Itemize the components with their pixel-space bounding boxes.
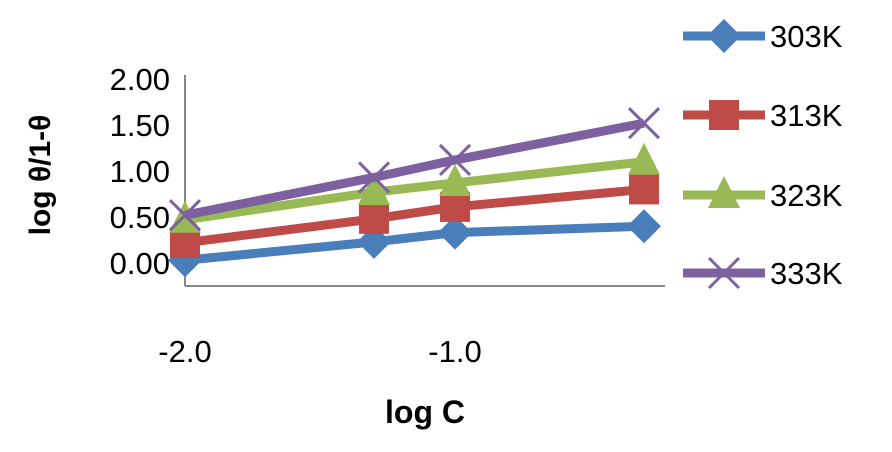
data-point: [439, 163, 471, 196]
data-point: [440, 191, 470, 222]
y-tick-label: 0.50: [110, 200, 170, 235]
y-tick-label: 2.00: [110, 62, 170, 97]
data-point: [627, 209, 661, 244]
series-line: [184, 118, 645, 220]
legend-item: 323K: [683, 176, 843, 213]
series-line: [184, 221, 645, 265]
series-323K: [169, 142, 660, 233]
data-point: [438, 143, 472, 177]
x-axis-label: log C: [385, 394, 465, 430]
series-303K: [168, 209, 661, 278]
legend-marker: [708, 176, 740, 208]
y-tick-label: 1.50: [110, 108, 170, 143]
data-point: [628, 142, 660, 175]
legend-label: 323K: [770, 178, 843, 213]
series-line: [184, 157, 645, 225]
data-point: [357, 161, 391, 194]
data-point: [358, 173, 390, 206]
data-point: [627, 107, 661, 140]
legend-item: 303K: [683, 19, 843, 54]
legend-label: 313K: [770, 98, 843, 133]
legend-marker: [707, 256, 741, 290]
legend-marker: [709, 100, 739, 130]
series-line: [184, 184, 645, 248]
legend-label: 303K: [770, 19, 843, 54]
data-point: [438, 215, 472, 250]
series-333K: [168, 107, 661, 232]
x-tick-label: -2.0: [158, 334, 211, 369]
y-tick-label: 1.00: [110, 154, 170, 189]
legend-marker: [707, 19, 741, 53]
y-tick-label: 0.00: [110, 246, 170, 281]
x-tick-label: -1.0: [428, 334, 481, 369]
data-point: [168, 199, 202, 232]
y-axis-label: log θ/1-θ: [24, 115, 57, 236]
legend-item: 313K: [683, 98, 843, 133]
data-point: [629, 174, 659, 205]
legend-label: 333K: [770, 256, 843, 291]
legend-item: 333K: [683, 256, 843, 291]
data-point: [359, 203, 389, 234]
